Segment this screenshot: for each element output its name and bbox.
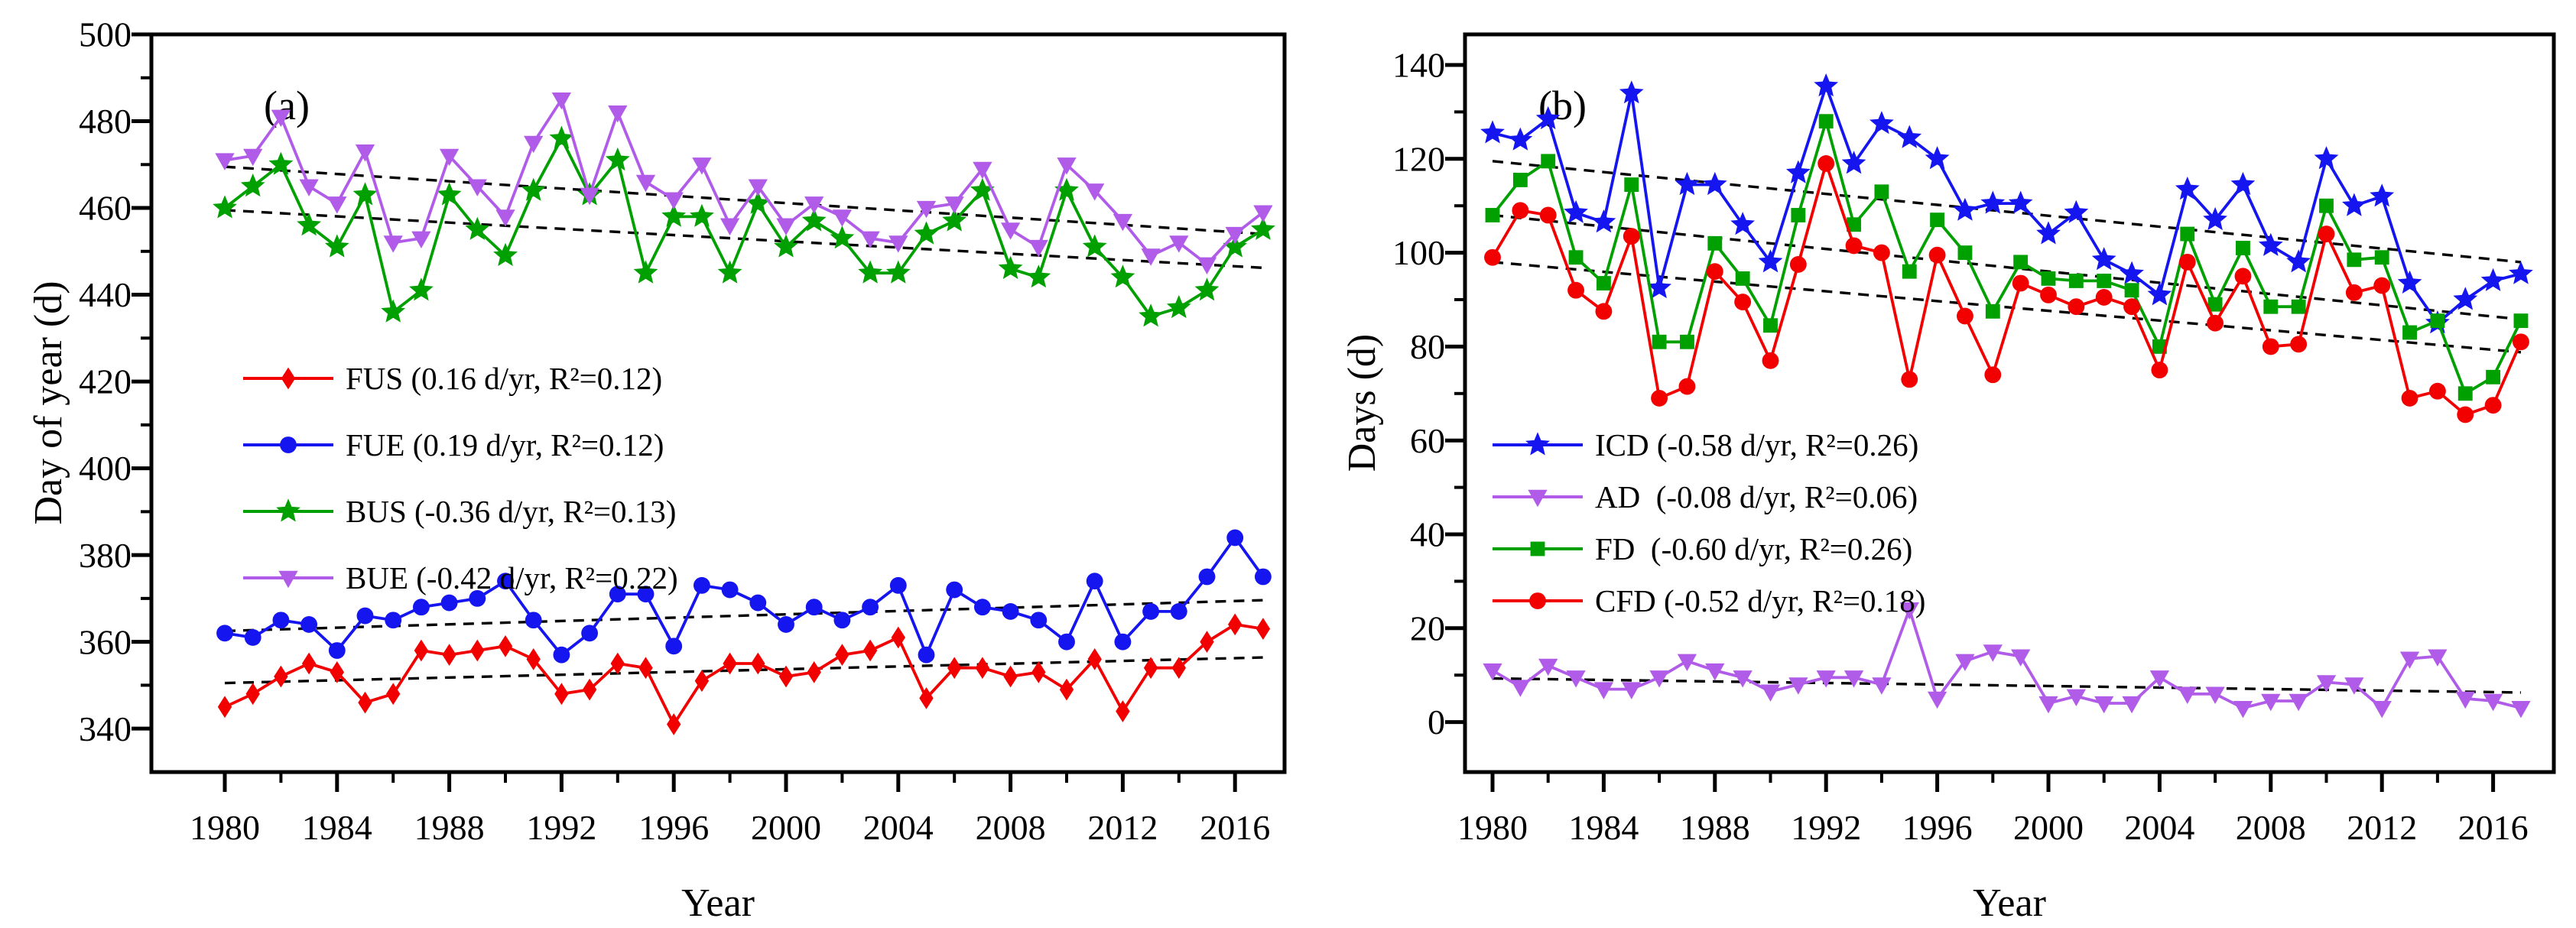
panel-b-y-axis-title: Days (d) — [1340, 334, 1384, 472]
x-tick-label: 1992 — [1791, 808, 1861, 847]
y-tick-label: 440 — [79, 275, 132, 314]
panel-b: 0 20 40 60 80 100 120 140 1980 1984 1988 1992 1996 20… — [1340, 32, 2556, 925]
legend-item-bus: BUS (-0.36 d/yr, R²=0.13) — [243, 494, 676, 529]
panel-a-x-axis: 1980 1984 1988 1992 1996 2000 2004 2008 2012 2016 — [190, 772, 1270, 847]
panel-a-x-axis-title: Year — [681, 881, 755, 925]
y-tick-label: 460 — [79, 189, 132, 228]
legend-item-cfd: CFD (-0.52 d/yr, R²=0.18) — [1493, 583, 1925, 618]
x-tick-label: 1992 — [526, 808, 596, 847]
series-fd — [1485, 114, 2529, 401]
panel-a-y-axis-title: Day of year (d) — [27, 281, 70, 524]
series-bus — [213, 125, 1275, 327]
y-tick-label: 40 — [1410, 515, 1445, 554]
y-tick-label: 500 — [79, 15, 132, 54]
y-tick-label: 380 — [79, 536, 132, 575]
x-tick-label: 1980 — [1457, 808, 1528, 847]
x-tick-label: 1996 — [638, 808, 709, 847]
panel-a-label: (a) — [264, 83, 310, 128]
series-ad — [1483, 602, 2531, 719]
x-tick-label: 2000 — [751, 808, 821, 847]
panel-a-y-axis: 340 360 380 400 420 440 460 480 500 — [79, 15, 151, 748]
panel-b-x-axis: 1980 1984 1988 1992 1996 2000 2004 2008 2012 2016 — [1457, 772, 2529, 847]
x-tick-label: 2004 — [863, 808, 934, 847]
legend-label-bus: BUS (-0.36 d/yr, R²=0.13) — [346, 494, 676, 529]
trend-line-fue — [224, 599, 1263, 633]
legend-label-ad: AD (-0.08 d/yr, R²=0.06) — [1595, 479, 1918, 514]
x-tick-label: 1988 — [414, 808, 485, 847]
x-tick-label: 1988 — [1680, 808, 1750, 847]
legend-item-fus: FUS (0.16 d/yr, R²=0.12) — [243, 361, 662, 396]
x-tick-label: 1984 — [302, 808, 372, 847]
x-tick-label: 2000 — [2013, 808, 2084, 847]
x-tick-label: 2012 — [1087, 808, 1158, 847]
trend-line-icd — [1492, 160, 2522, 264]
x-tick-label: 2012 — [2347, 808, 2417, 847]
series-cfd — [1484, 155, 2529, 423]
legend-label-fue: FUE (0.19 d/yr, R²=0.12) — [346, 427, 664, 462]
trend-line-fd — [1492, 213, 2522, 321]
panel-b-legend: ICD (-0.58 d/yr, R²=0.26) AD (-0.08 d/yr,… — [1493, 427, 1925, 618]
trend-line-ad — [1492, 677, 2521, 694]
panel-b-y-axis: 0 20 40 60 80 100 120 140 — [1392, 46, 1465, 741]
y-tick-label: 120 — [1392, 139, 1445, 178]
y-tick-label: 100 — [1392, 233, 1445, 272]
x-tick-label: 2008 — [976, 808, 1046, 847]
series-fue — [216, 529, 1272, 664]
legend-item-bue: BUE (-0.42 d/yr, R²=0.22) — [243, 560, 678, 595]
x-tick-label: 1996 — [1902, 808, 1973, 847]
y-tick-label: 400 — [79, 449, 132, 488]
x-tick-label: 2008 — [2236, 808, 2306, 847]
y-tick-label: 340 — [79, 709, 132, 748]
y-tick-label: 60 — [1410, 421, 1445, 460]
x-tick-label: 1980 — [190, 808, 260, 847]
legend-item-fd: FD (-0.60 d/yr, R²=0.26) — [1493, 531, 1912, 566]
x-tick-label: 2004 — [2124, 808, 2194, 847]
y-tick-label: 80 — [1410, 327, 1445, 366]
panel-b-x-axis-title: Year — [1973, 881, 2046, 925]
legend-label-bue: BUE (-0.42 d/yr, R²=0.22) — [346, 560, 678, 595]
y-tick-label: 480 — [79, 102, 132, 141]
legend-item-fue: FUE (0.19 d/yr, R²=0.12) — [243, 427, 664, 462]
y-tick-label: 420 — [79, 362, 132, 401]
panel-a-legend: FUS (0.16 d/yr, R²=0.12) FUE (0.19 d/yr, … — [243, 361, 678, 595]
y-tick-label: 0 — [1428, 702, 1445, 741]
x-tick-label: 2016 — [2458, 808, 2529, 847]
trend-line-cfd — [1492, 261, 2522, 354]
x-tick-label: 2016 — [1200, 808, 1270, 847]
trend-line-fus — [224, 656, 1263, 685]
y-tick-label: 20 — [1410, 608, 1445, 647]
legend-label-cfd: CFD (-0.52 d/yr, R²=0.18) — [1595, 583, 1925, 618]
trend-line-bue — [224, 165, 1264, 235]
legend-item-ad: AD (-0.08 d/yr, R²=0.06) — [1493, 479, 1918, 514]
series-bue — [215, 92, 1273, 275]
x-tick-label: 1984 — [1568, 808, 1639, 847]
panel-a-plot-box — [149, 32, 1287, 774]
legend-label-fus: FUS (0.16 d/yr, R²=0.12) — [346, 361, 662, 396]
series-icd — [1480, 73, 2533, 334]
legend-label-icd: ICD (-0.58 d/yr, R²=0.26) — [1595, 427, 1918, 462]
y-tick-label: 140 — [1392, 46, 1445, 85]
y-tick-label: 360 — [79, 622, 132, 661]
panel-b-plot-box — [1463, 32, 2556, 774]
legend-label-fd: FD (-0.60 d/yr, R²=0.26) — [1595, 531, 1912, 566]
legend-item-icd: ICD (-0.58 d/yr, R²=0.26) — [1493, 427, 1918, 462]
series-fus — [217, 613, 1271, 735]
